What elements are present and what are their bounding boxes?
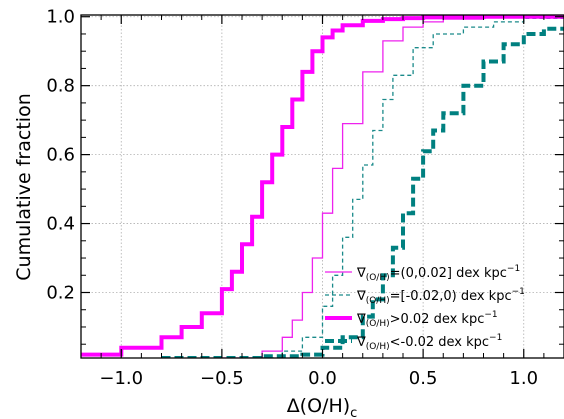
x-tick-label: 1.0 (509, 368, 538, 389)
legend-label-4: ∇(O/H)<-0.02 dex kpc−1 (356, 333, 502, 352)
x-axis-label-subscript: c (350, 406, 357, 419)
x-axis-label: Δ(O/H)c (287, 395, 358, 419)
legend-label-nabla: ∇ (356, 312, 366, 327)
legend-label-subscript: (O/H) (366, 296, 390, 306)
legend-label-subscript: (O/H) (366, 342, 390, 352)
legend-label-text: =[-0.02,0) dex kpc (390, 289, 512, 304)
legend-label-nabla: ∇ (356, 266, 366, 281)
legend-label-superscript: −1 (507, 264, 520, 274)
x-tick-label: −1.0 (99, 368, 143, 389)
y-tick-label: 0.6 (46, 145, 75, 166)
plot-frame (80, 14, 564, 359)
legend-label-text: <-0.02 dex kpc (390, 335, 489, 350)
legend-label-superscript: −1 (489, 333, 502, 343)
ticks: −1.0 −0.5 0.0 0.5 1.0 0.2 0.4 0.6 0.8 1.0 (46, 7, 564, 389)
x-tick-label: −0.5 (200, 368, 244, 389)
legend-label-nabla: ∇ (356, 335, 366, 350)
legend-label-superscript: −1 (484, 310, 497, 320)
legend-label-subscript: (O/H) (366, 319, 390, 329)
x-tick-label: 0.5 (409, 368, 438, 389)
y-tick-label: 0.2 (46, 283, 75, 304)
y-tick-label: 0.4 (46, 214, 75, 235)
y-tick-label: 1.0 (46, 7, 75, 28)
legend-label-3: ∇(O/H)>0.02 dex kpc−1 (356, 310, 498, 329)
series-line-2 (242, 16, 564, 358)
legend: ∇(O/H)=(0,0.02] dex kpc−1∇(O/H)=[-0.02,0… (325, 264, 525, 352)
legend-label-1: ∇(O/H)=(0,0.02] dex kpc−1 (356, 264, 520, 283)
x-tick-label: 0.0 (308, 368, 337, 389)
series-line-4 (161, 26, 564, 358)
legend-label-subscript: (O/H) (366, 273, 390, 283)
legend-label-superscript: −1 (512, 287, 525, 297)
y-tick-label: 0.8 (46, 76, 75, 97)
legend-label-nabla: ∇ (356, 289, 366, 304)
y-axis-label: Cumulative fraction (13, 93, 35, 280)
legend-label-text: >0.02 dex kpc (390, 312, 485, 327)
legend-label-2: ∇(O/H)=[-0.02,0) dex kpc−1 (356, 287, 525, 306)
legend-label-text: =(0,0.02] dex kpc (390, 266, 507, 281)
x-axis-label-main: Δ(O/H) (287, 395, 350, 417)
